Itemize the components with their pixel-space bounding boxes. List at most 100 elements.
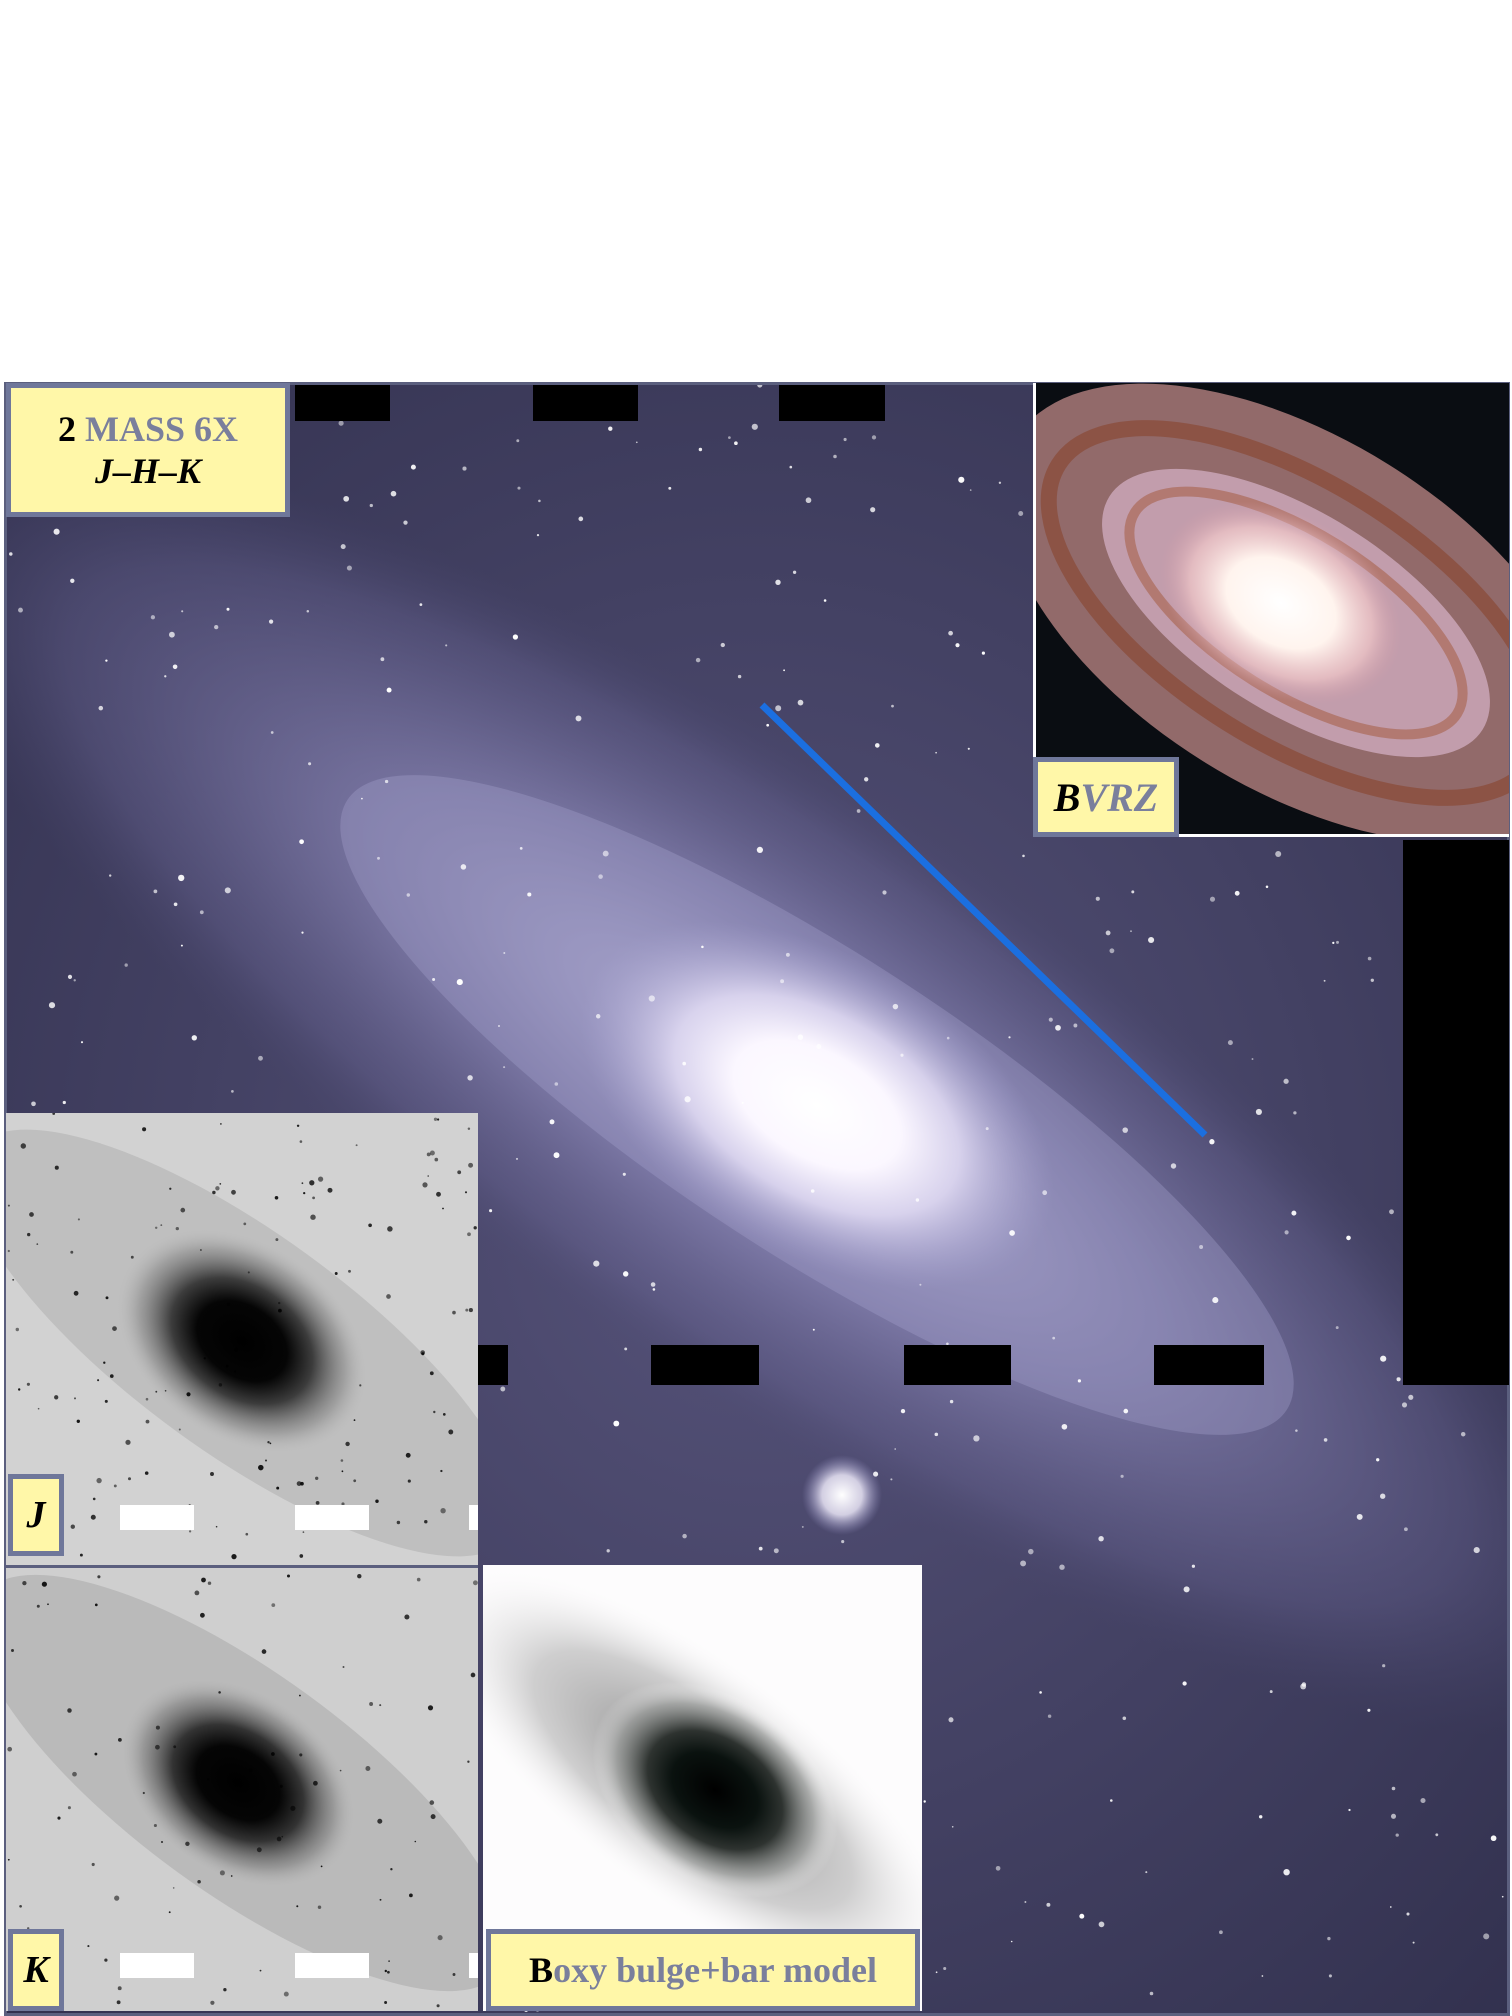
star: [249, 1768, 253, 1772]
star: [1123, 1717, 1127, 1721]
star: [178, 875, 184, 881]
star: [347, 565, 352, 570]
star: [414, 1841, 416, 1843]
bvrz-label-rest: VRZ: [1080, 774, 1158, 821]
star: [775, 580, 780, 585]
star: [517, 487, 520, 490]
star: [1011, 1941, 1013, 1943]
star: [70, 1251, 73, 1254]
star: [448, 1430, 453, 1435]
star: [811, 1189, 815, 1193]
star: [185, 1842, 189, 1846]
star: [421, 1352, 424, 1355]
star: [513, 634, 518, 639]
star: [403, 520, 407, 524]
star: [9, 552, 12, 555]
star: [467, 1075, 472, 1080]
star: [385, 1970, 387, 1972]
star: [161, 1841, 163, 1843]
star: [596, 1014, 601, 1019]
star: [74, 1397, 76, 1399]
star: [201, 1578, 206, 1583]
star: [1228, 1040, 1233, 1045]
star: [1283, 1869, 1289, 1875]
star: [91, 1515, 96, 1520]
star: [70, 579, 74, 583]
star: [1123, 1409, 1128, 1414]
star: [443, 1413, 446, 1416]
right-black-block: [1403, 840, 1509, 1385]
star: [1413, 1942, 1415, 1944]
star: [385, 780, 388, 783]
star: [986, 1127, 989, 1130]
star: [1099, 1922, 1105, 1928]
star: [894, 1448, 896, 1450]
star: [935, 1433, 939, 1437]
star: [258, 1056, 263, 1061]
star: [180, 1208, 185, 1213]
star: [77, 1420, 80, 1423]
star: [445, 644, 447, 646]
star: [12, 1279, 14, 1281]
star: [538, 500, 541, 503]
star: [742, 1102, 744, 1104]
star: [437, 2004, 440, 2007]
star: [248, 1271, 250, 1273]
star: [409, 1894, 413, 1898]
star: [1357, 1514, 1363, 1520]
star: [343, 496, 349, 502]
star: [54, 529, 60, 535]
star: [833, 455, 837, 459]
star: [465, 1309, 468, 1312]
star: [118, 1986, 122, 1990]
star: [699, 448, 702, 451]
star: [520, 847, 523, 850]
star: [300, 1482, 304, 1486]
star: [996, 1866, 1001, 1871]
star: [404, 1614, 409, 1619]
star: [313, 1781, 318, 1786]
star: [1184, 1586, 1190, 1592]
star: [97, 1379, 99, 1381]
star: [299, 1695, 301, 1697]
star: [303, 1192, 305, 1194]
star: [297, 1125, 299, 1127]
star: [21, 1143, 26, 1148]
star: [370, 504, 373, 507]
star: [682, 1534, 687, 1539]
star: [106, 1296, 109, 1299]
bright-foreground-star: [802, 1455, 882, 1535]
star: [118, 1738, 122, 1742]
star: [299, 839, 304, 844]
star: [1293, 1111, 1296, 1114]
star: [1109, 948, 1114, 953]
star: [151, 615, 155, 619]
star: [440, 1508, 445, 1513]
star: [900, 1054, 903, 1057]
j-scale-bar-3: [469, 1505, 478, 1530]
star: [973, 1435, 979, 1441]
star: [783, 669, 785, 671]
star: [16, 1328, 19, 1331]
star: [1009, 1230, 1015, 1236]
star: [54, 1395, 58, 1399]
star: [442, 1208, 444, 1210]
star: [231, 1190, 236, 1195]
star: [465, 1191, 467, 1193]
model-label: Boxy bulge+bar model: [486, 1929, 920, 2011]
star: [208, 1581, 211, 1584]
star: [1367, 1709, 1370, 1712]
twomass-label: 2 MASS 6X J–H–K: [6, 383, 290, 517]
star: [1324, 1438, 1328, 1442]
star: [11, 1649, 14, 1652]
star: [321, 1866, 323, 1868]
star: [8, 1205, 10, 1207]
star: [682, 1062, 686, 1066]
star: [752, 424, 758, 430]
star: [231, 1875, 233, 1877]
star: [318, 1176, 323, 1181]
star: [438, 1935, 443, 1940]
star: [857, 809, 861, 813]
star: [200, 1613, 205, 1618]
star: [277, 1837, 282, 1842]
